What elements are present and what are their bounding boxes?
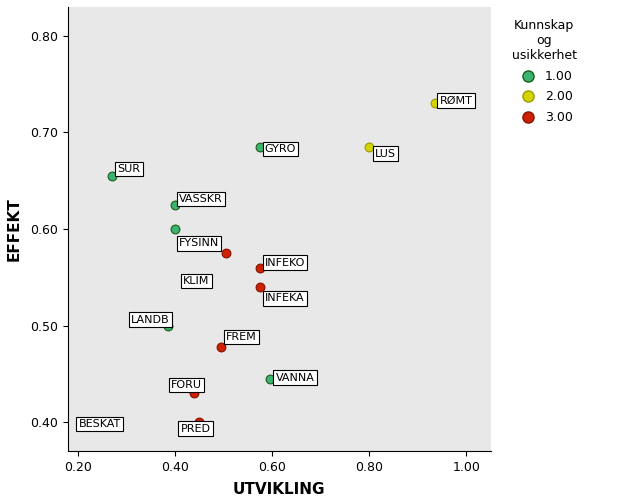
Text: VANNA: VANNA [276, 372, 314, 383]
Y-axis label: EFFEKT: EFFEKT [7, 197, 22, 261]
Point [255, 283, 265, 291]
Text: FREM: FREM [226, 332, 257, 342]
Text: INFEKO: INFEKO [265, 258, 305, 268]
Point [170, 225, 180, 233]
Point [430, 99, 440, 107]
Point [255, 264, 265, 272]
Text: GYRO: GYRO [265, 144, 296, 154]
Point [170, 201, 180, 209]
Point [265, 374, 275, 383]
Text: FORU: FORU [171, 380, 202, 390]
Point [107, 418, 117, 426]
Point [216, 343, 226, 351]
Text: VASSKR: VASSKR [179, 194, 223, 204]
Point [364, 143, 374, 151]
Point [162, 322, 172, 330]
Text: LUS: LUS [375, 149, 396, 159]
Point [107, 172, 117, 180]
Text: INFEKA: INFEKA [265, 293, 304, 303]
Text: BESKAT: BESKAT [79, 419, 121, 429]
Text: RØMT: RØMT [440, 95, 472, 105]
Text: LANDB: LANDB [131, 314, 170, 325]
Point [189, 389, 199, 397]
Text: KLIM: KLIM [183, 276, 209, 286]
Text: SUR: SUR [118, 164, 140, 174]
Point [201, 278, 211, 286]
Legend: 1.00, 2.00, 3.00: 1.00, 2.00, 3.00 [505, 13, 583, 130]
Text: FYSINN: FYSINN [179, 238, 219, 248]
Point [255, 143, 265, 151]
X-axis label: UTVIKLING: UTVIKLING [233, 482, 326, 497]
Text: PRED: PRED [181, 424, 211, 434]
Point [221, 249, 231, 257]
Point [194, 418, 204, 426]
